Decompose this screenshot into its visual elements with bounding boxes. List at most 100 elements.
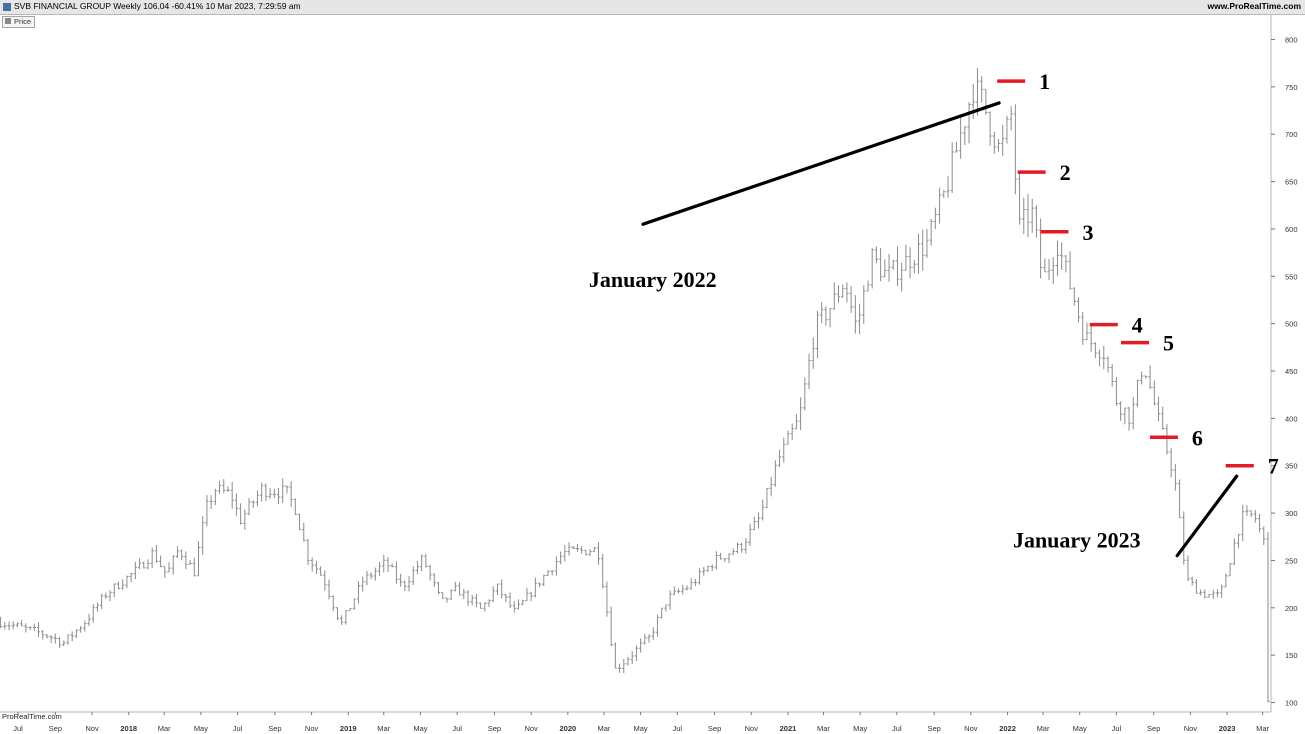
price-bar bbox=[1156, 396, 1161, 422]
price-bar bbox=[424, 553, 428, 568]
price-bar bbox=[1165, 424, 1169, 455]
price-bar bbox=[1013, 104, 1017, 195]
price-bar bbox=[950, 142, 954, 193]
price-bar bbox=[1220, 584, 1224, 599]
price-bar bbox=[1228, 563, 1232, 577]
price-bar bbox=[268, 488, 272, 499]
price-bar bbox=[24, 623, 28, 633]
x-tick-label: Mar bbox=[1037, 724, 1050, 733]
price-bar bbox=[588, 549, 592, 556]
price-bar bbox=[87, 613, 91, 627]
price-bar bbox=[537, 582, 542, 588]
price-bar bbox=[790, 423, 794, 440]
price-bar bbox=[529, 591, 533, 602]
price-bar bbox=[1114, 377, 1119, 406]
price-bar bbox=[1072, 287, 1076, 306]
price-bar bbox=[1173, 464, 1177, 491]
x-tick-label: Nov bbox=[745, 724, 759, 733]
price-bar bbox=[908, 247, 912, 279]
price-bar bbox=[491, 586, 495, 602]
price-bar bbox=[580, 546, 584, 554]
price-legend[interactable]: Price bbox=[2, 16, 36, 28]
price-bar bbox=[466, 590, 470, 606]
price-bar bbox=[1043, 258, 1047, 273]
price-bar bbox=[605, 581, 609, 617]
price-bar bbox=[1182, 511, 1186, 565]
price-bar bbox=[584, 549, 588, 556]
price-bar bbox=[559, 551, 563, 565]
price-bar bbox=[3, 621, 7, 630]
site-link[interactable]: www.ProRealTime.com bbox=[1207, 1, 1301, 11]
price-bar bbox=[992, 131, 996, 154]
price-bar bbox=[996, 138, 1001, 152]
price-bar bbox=[11, 621, 15, 630]
price-bar bbox=[651, 627, 655, 640]
price-bar bbox=[479, 602, 483, 609]
price-bar bbox=[251, 500, 255, 508]
price-bar bbox=[411, 566, 415, 586]
annotation-layer: 1 2 3 45 6 7 January 2022 January 2023 bbox=[589, 69, 1279, 558]
price-bar bbox=[525, 587, 529, 602]
legend-swatch-icon bbox=[5, 18, 11, 24]
price-bar bbox=[361, 576, 365, 592]
x-tick-label: Mar bbox=[817, 724, 830, 733]
marker-number: 3 bbox=[1082, 220, 1093, 245]
price-bar bbox=[904, 244, 908, 271]
marker-number: 2 bbox=[1060, 160, 1071, 185]
marker-number: 5 bbox=[1163, 331, 1174, 356]
price-bar bbox=[963, 125, 967, 146]
price-bar bbox=[390, 563, 394, 568]
price-bar bbox=[1131, 396, 1135, 430]
x-tick-label: 2023 bbox=[1219, 724, 1236, 733]
price-bar bbox=[184, 551, 188, 569]
price-bar bbox=[542, 574, 546, 587]
price-bar bbox=[862, 285, 866, 324]
price-bar bbox=[352, 598, 356, 610]
price-bar bbox=[1047, 258, 1051, 281]
price-bar bbox=[462, 588, 466, 600]
price-bar bbox=[1102, 345, 1106, 370]
price-bar bbox=[799, 397, 803, 431]
price-bar bbox=[841, 284, 845, 298]
x-tick-label: Nov bbox=[85, 724, 99, 733]
price-bar bbox=[836, 285, 841, 303]
price-bar bbox=[112, 583, 116, 598]
price-bar bbox=[133, 561, 137, 580]
x-tick-label: Jul bbox=[1112, 724, 1122, 733]
price-bar bbox=[655, 614, 660, 637]
price-bar bbox=[828, 308, 832, 328]
price-bar bbox=[45, 633, 49, 639]
y-tick-label: 300 bbox=[1285, 509, 1298, 518]
x-tick-label: Sep bbox=[1147, 724, 1160, 733]
price-bar bbox=[180, 549, 184, 561]
price-bar bbox=[1017, 172, 1022, 225]
price-bar bbox=[794, 413, 799, 430]
x-tick-label: Nov bbox=[964, 724, 978, 733]
y-tick-label: 550 bbox=[1285, 272, 1298, 281]
x-tick-label: Mar bbox=[377, 724, 390, 733]
price-bar bbox=[57, 636, 62, 649]
price-bar bbox=[613, 642, 617, 669]
price-bar bbox=[647, 634, 651, 643]
price-bar bbox=[967, 102, 971, 144]
axes-frame: 100 150 200 250 300 350 400 450 500 550 600 650 700 7… bbox=[0, 15, 1298, 733]
price-bar bbox=[226, 486, 230, 492]
price-bar bbox=[933, 207, 937, 229]
x-tick-label: 2018 bbox=[120, 724, 137, 733]
price-bar bbox=[516, 599, 521, 610]
x-tick-label: Nov bbox=[1184, 724, 1198, 733]
price-bar bbox=[756, 512, 761, 529]
price-bar bbox=[255, 490, 260, 507]
price-bar bbox=[853, 295, 857, 334]
price-bar bbox=[495, 583, 500, 596]
x-tick-label: May bbox=[413, 724, 427, 733]
price-bar bbox=[521, 599, 525, 605]
price-bar bbox=[697, 568, 702, 585]
price-bar bbox=[723, 558, 727, 563]
y-tick-label: 800 bbox=[1285, 35, 1298, 44]
x-tick-label: Sep bbox=[49, 724, 62, 733]
price-bar bbox=[1215, 589, 1220, 598]
x-tick-label: 2021 bbox=[780, 724, 797, 733]
price-bar bbox=[769, 476, 773, 497]
